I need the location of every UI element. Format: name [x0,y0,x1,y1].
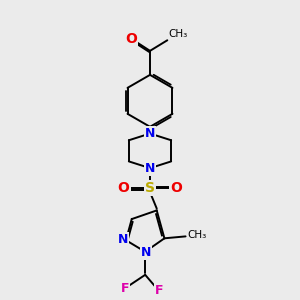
Text: N: N [118,233,128,246]
Text: CH₃: CH₃ [169,29,188,39]
Text: O: O [125,32,137,46]
Text: O: O [170,181,182,195]
Text: N: N [145,127,155,140]
Text: O: O [118,181,130,195]
Text: N: N [145,162,155,175]
Text: CH₃: CH₃ [188,230,207,240]
Text: F: F [155,284,164,297]
Text: N: N [141,246,151,259]
Text: S: S [145,181,155,195]
Text: F: F [121,282,129,295]
